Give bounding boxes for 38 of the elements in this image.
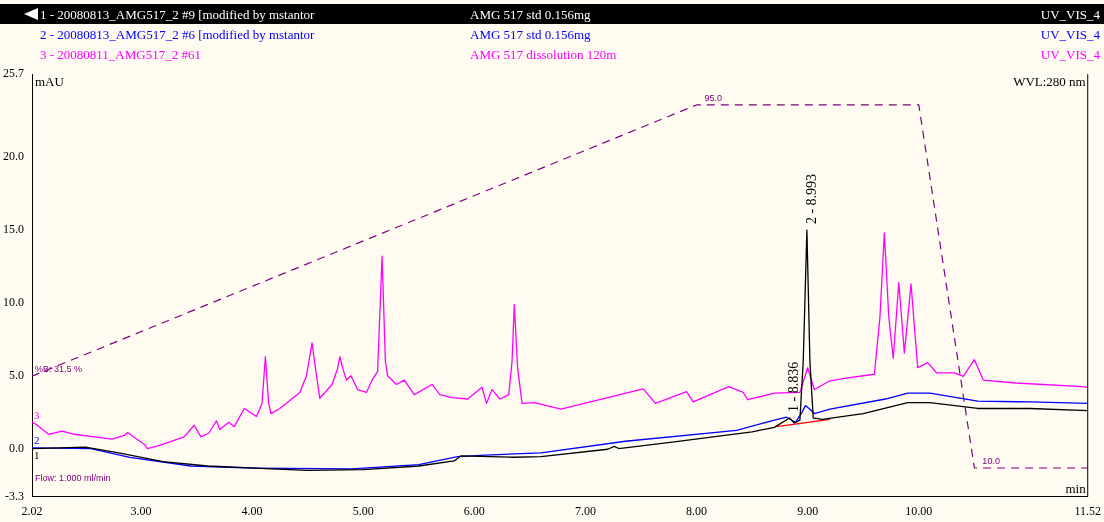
text: AMG 517 dissolution 120m	[470, 45, 618, 63]
y-axis-title: mAU	[35, 74, 65, 90]
data-label: %B: 31.5 %	[35, 364, 83, 375]
x-tick-label: 7.00	[574, 503, 596, 518]
text: 1 - 20080813_AMG517_2 #9 [modified by mstantor	[40, 5, 316, 23]
y-tick-label: -3.3	[5, 488, 24, 503]
x-tick-label: 11.52	[1074, 503, 1101, 518]
y-tick-label: 5.0	[9, 367, 24, 382]
x-tick-label: 5.00	[352, 503, 374, 518]
y-tick-label: 25.7	[3, 66, 24, 81]
annotation: Flow: 1.000 ml/min	[35, 472, 111, 483]
annotation: 3	[34, 408, 40, 421]
annotation: 1 - 8.836	[786, 361, 802, 412]
data-label: 95.0	[704, 92, 723, 103]
text: UV_VIS_4	[1040, 25, 1101, 43]
text: UV_VIS_4	[1040, 45, 1101, 63]
annotation: WVL:280 nm	[1013, 74, 1086, 90]
text: UV_VIS_4	[1040, 5, 1101, 23]
text: AMG 517 std 0.156mg	[470, 25, 592, 43]
text: AMG 517 std 0.156mg	[470, 5, 592, 23]
text: 3 - 20080811_AMG517_2 #61	[40, 45, 202, 63]
y-tick-label: 0.0	[9, 440, 24, 455]
y-tick-label: 10.0	[3, 295, 24, 310]
annotation: 1	[34, 448, 40, 461]
x-tick-label: 10.00	[905, 503, 933, 518]
x-tick-label: 9.00	[797, 503, 819, 518]
data-label: 10.0	[982, 455, 1000, 466]
y-tick-label: 20.0	[3, 149, 24, 164]
x-axis-title: min	[1065, 480, 1087, 496]
x-tick-label: 3.00	[130, 503, 152, 518]
annotation: 2 - 8.993	[803, 173, 819, 225]
y-tick-label: 15.0	[3, 222, 24, 237]
x-tick-label: 6.00	[463, 503, 485, 518]
annotation: 2	[34, 434, 40, 447]
text: 2 - 20080813_AMG517_2 #6 [modified by mstantor	[40, 25, 316, 43]
x-tick-label: 2.02	[21, 503, 43, 518]
x-tick-label: 8.00	[686, 503, 708, 518]
x-tick-label: 4.00	[241, 503, 263, 518]
